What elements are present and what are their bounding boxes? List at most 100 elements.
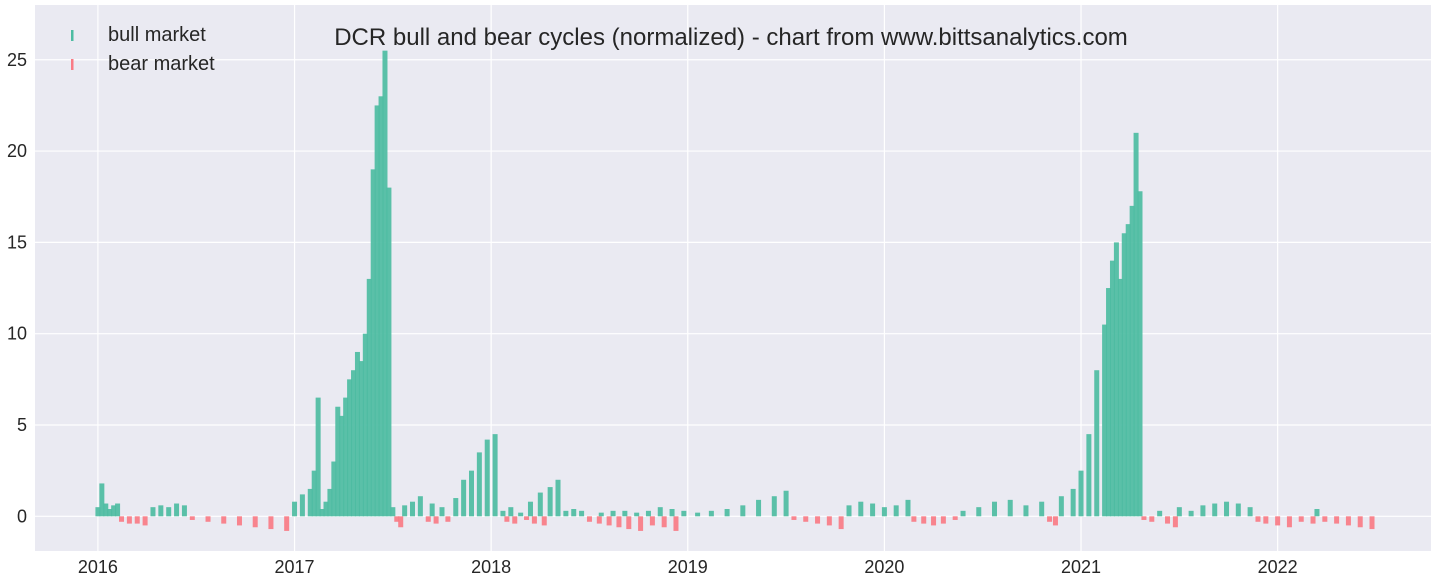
bull-market-bar (1058, 496, 1064, 517)
bull-market-bar (893, 505, 899, 517)
legend-item-bear: bear market (71, 53, 215, 75)
bull-market-bar (166, 507, 172, 517)
bull-market-bar (370, 169, 376, 517)
y-axis-ticks: 0 5 10 15 20 25 (7, 50, 27, 527)
bear-market-bar (616, 516, 622, 528)
bull-market-bar (555, 479, 561, 517)
bull-market-bar (331, 461, 337, 517)
bull-market-bar (181, 505, 187, 517)
bull-market-bar (299, 494, 305, 517)
bear-market-bar (445, 516, 451, 522)
bear-market-bar (1052, 516, 1058, 526)
bull-market-bar (158, 505, 164, 517)
grid-lines (35, 5, 1431, 551)
bull-market-bar (579, 510, 585, 517)
bear-market-bar (638, 516, 644, 531)
bull-market-bar (1212, 503, 1218, 517)
bull-market-bar (645, 510, 651, 517)
bull-market-bar (634, 512, 640, 517)
bear-market-bar (524, 516, 530, 520)
bear-market-bar (189, 516, 195, 520)
bull-market-bar (858, 501, 864, 517)
bull-market-bar (354, 351, 360, 517)
bear-market-bar (531, 516, 537, 524)
y-tick-label: 25 (7, 50, 27, 70)
bear-market-bar (512, 516, 518, 524)
bull-market-bar (390, 507, 396, 517)
x-tick-label: 2021 (1061, 557, 1101, 577)
bull-market-bar (386, 187, 392, 517)
bull-market-bar (1113, 242, 1119, 517)
bull-market-bar (622, 510, 628, 517)
y-tick-label: 10 (7, 324, 27, 344)
bull-market-bar (500, 510, 506, 517)
legend-label-bear: bear market (108, 53, 215, 75)
bull-market-bar (335, 406, 341, 517)
bull-market-bars (95, 50, 1320, 517)
bear-market-bars (119, 516, 1375, 531)
bull-market-bar (410, 501, 416, 517)
bear-market-bar (1369, 516, 1375, 530)
bear-market-bar (911, 516, 917, 522)
bull-market-bar (378, 96, 384, 517)
bull-market-bar (469, 470, 474, 517)
bull-market-bar (1102, 324, 1108, 517)
bear-market-bar (252, 516, 258, 528)
bull-market-bar (323, 501, 329, 517)
bear-market-bar (126, 516, 132, 524)
bull-market-bar (1125, 224, 1131, 517)
bear-market-bar (1149, 516, 1155, 522)
bear-market-bar (673, 516, 679, 531)
bear-market-bar (606, 516, 612, 526)
x-tick-label: 2017 (275, 557, 315, 577)
bull-market-bar (1224, 501, 1230, 517)
bear-market-bar (284, 516, 290, 531)
bull-market-bar (1133, 132, 1139, 517)
bull-market-bar (518, 512, 524, 517)
bull-market-bar (598, 512, 604, 517)
bull-market-bar (103, 503, 109, 517)
bear-market-bar (425, 516, 431, 522)
plot-area (35, 5, 1431, 551)
bull-market-bar (382, 50, 388, 517)
bull-market-bar (95, 507, 101, 517)
bear-market-bar (433, 516, 439, 524)
bear-market-bar (398, 516, 404, 528)
legend-swatch-bear (71, 59, 74, 70)
bull-market-bar (881, 507, 887, 517)
bear-market-bar (1334, 516, 1340, 524)
bear-market-bar (142, 516, 148, 526)
bull-market-bar (1176, 507, 1182, 517)
bull-market-bar (508, 507, 514, 517)
bull-market-bar (319, 509, 325, 517)
legend-swatch-bull (71, 30, 74, 41)
bull-market-bar (905, 499, 911, 517)
bull-market-bar (610, 510, 616, 517)
bull-market-bar (439, 507, 445, 517)
bear-market-bar (803, 516, 809, 522)
bear-market-bar (541, 516, 547, 526)
bear-market-bar (931, 516, 937, 526)
bear-market-bar (586, 516, 592, 522)
bull-market-bar (657, 507, 663, 517)
bull-market-bar (429, 503, 435, 517)
bear-market-bar (134, 516, 140, 524)
bull-market-bar (484, 439, 490, 517)
y-tick-label: 15 (7, 232, 27, 252)
bull-market-bar (362, 333, 368, 517)
bull-market-bar (1106, 288, 1112, 517)
bull-market-bar (374, 105, 380, 517)
bear-market-bar (838, 516, 844, 530)
bear-market-bar (268, 516, 274, 530)
bull-market-bar (1157, 510, 1163, 517)
bull-market-bar (695, 512, 701, 517)
x-tick-label: 2019 (668, 557, 708, 577)
bear-market-bar (205, 516, 211, 522)
bull-market-bar (960, 510, 966, 517)
bull-market-bar (976, 507, 982, 517)
bull-market-bar (756, 499, 762, 517)
bull-market-bar (1235, 503, 1241, 517)
bull-market-bar (1078, 470, 1084, 517)
y-tick-label: 5 (17, 415, 27, 435)
